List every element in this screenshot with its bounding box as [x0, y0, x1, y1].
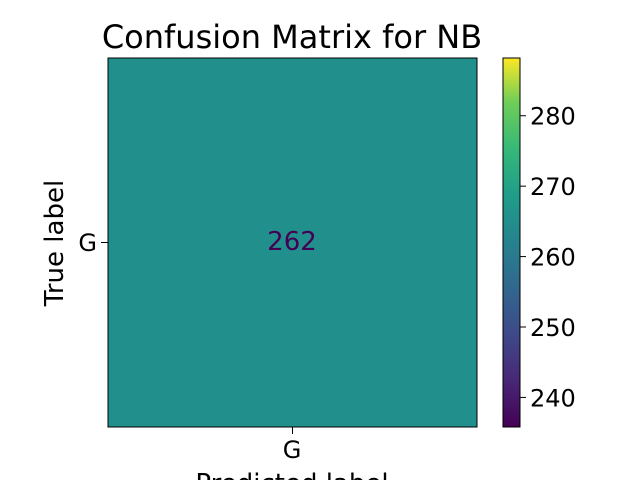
cell-value-label: 262 — [267, 227, 317, 257]
x-axis-label: Predicted label — [195, 469, 388, 480]
heatmap-cell — [107, 57, 478, 428]
colorbar-tick-label: 240 — [530, 384, 576, 412]
colorbar-ticks: 240 250 260 270 280 — [520, 103, 576, 412]
colorbar-tick-label: 260 — [530, 244, 576, 272]
chart-title: Confusion Matrix for NB — [102, 18, 482, 56]
colorbar-tick-label: 280 — [530, 103, 576, 131]
y-axis-label: True label — [40, 180, 70, 307]
colorbar — [502, 57, 521, 428]
colorbar-tick-label: 270 — [530, 173, 576, 201]
x-tick-label: G — [283, 436, 302, 464]
y-tick-label: G — [78, 229, 97, 257]
colorbar-tick-label: 250 — [530, 314, 576, 342]
